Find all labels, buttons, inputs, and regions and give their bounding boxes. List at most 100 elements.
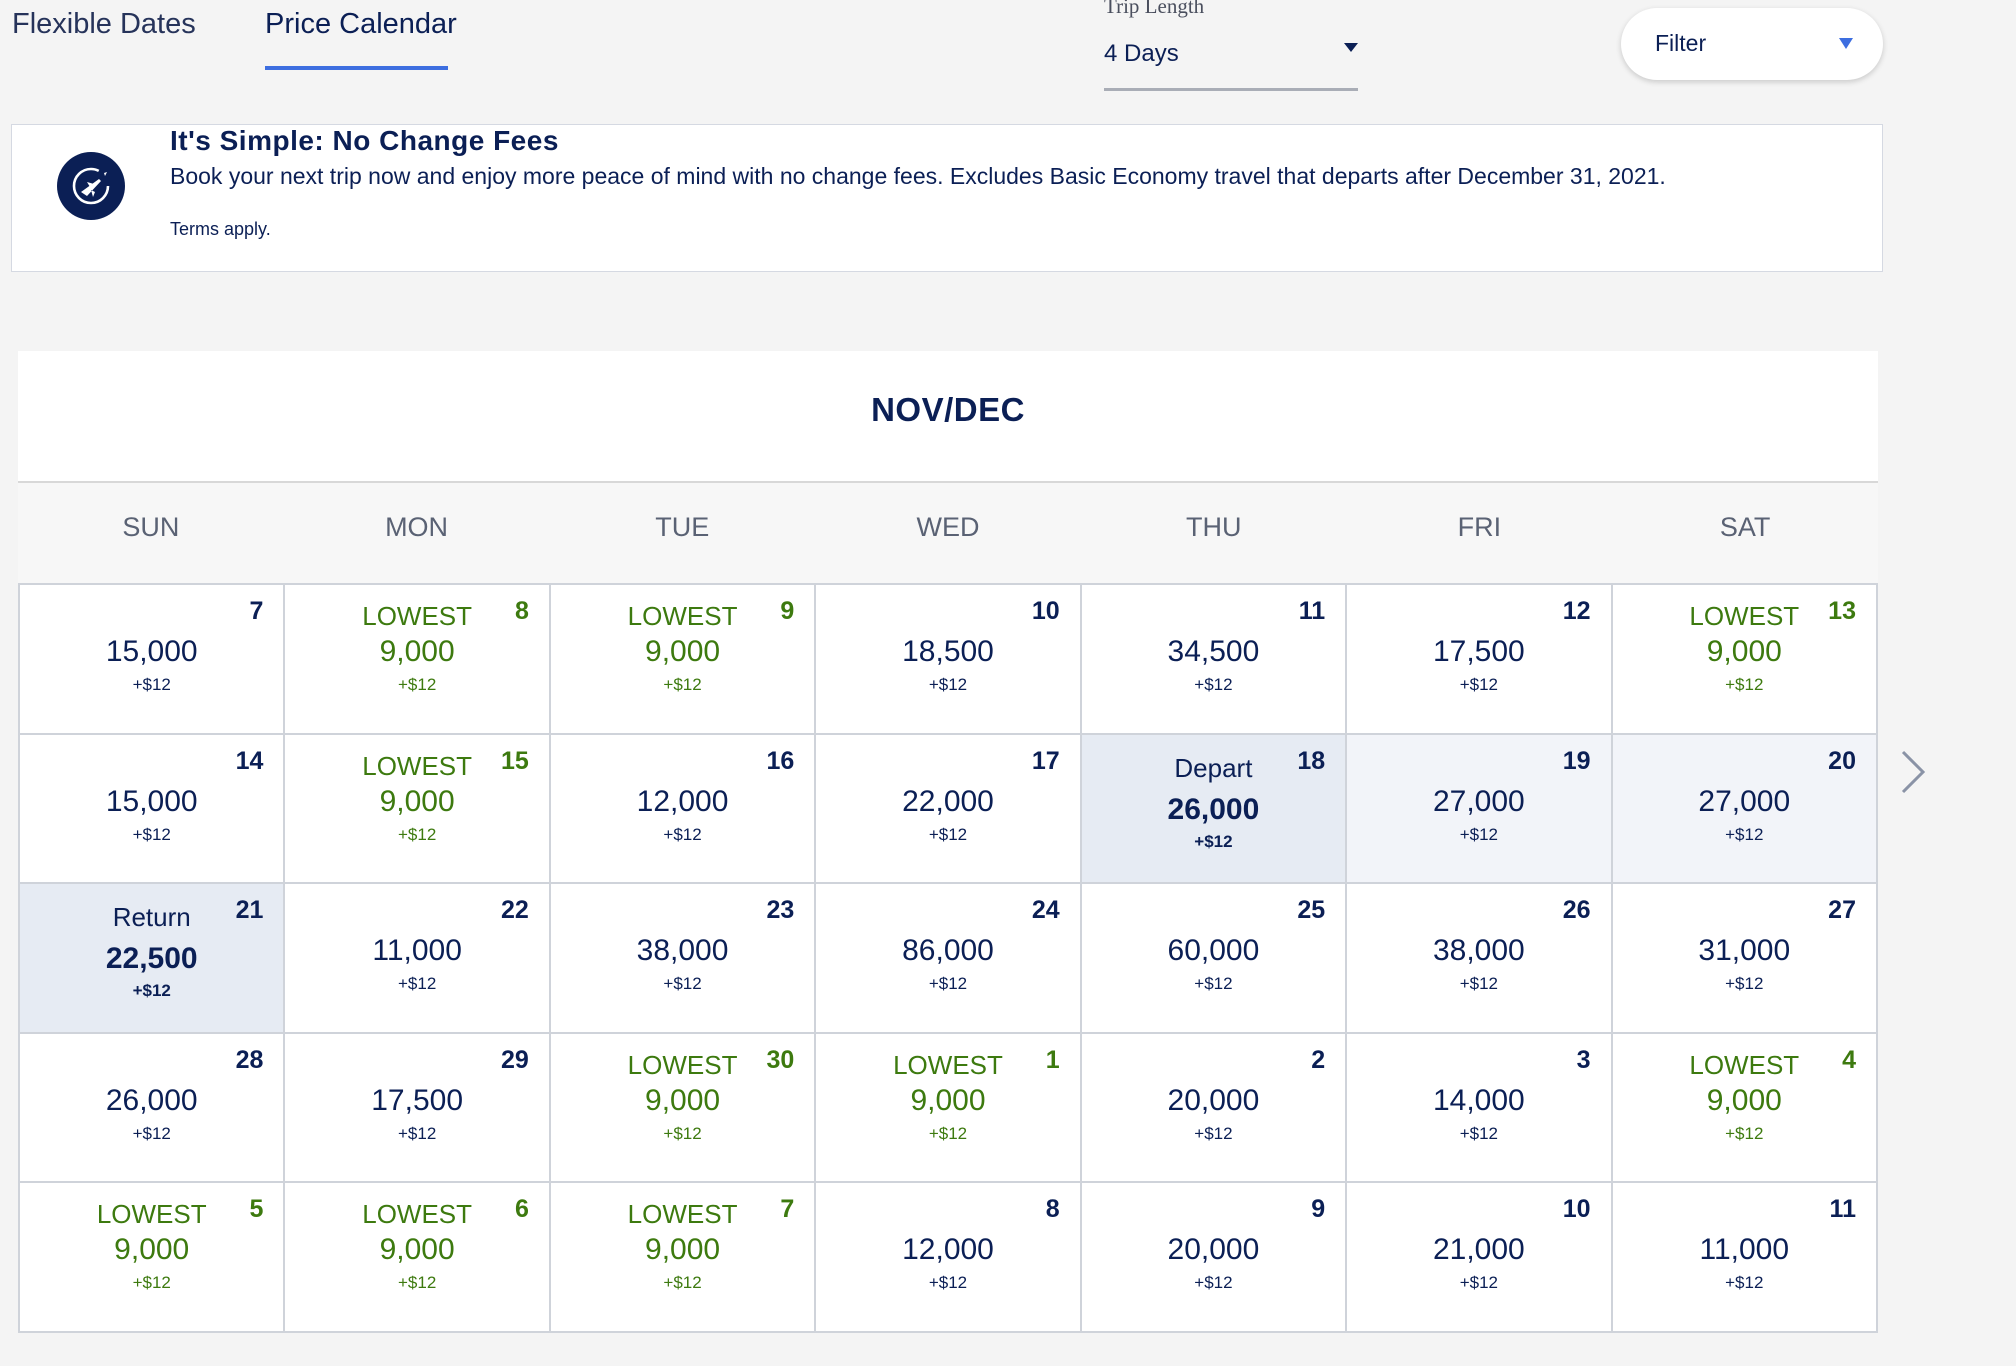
miles-price: 9,000: [379, 1233, 455, 1267]
miles-price: 12,000: [636, 784, 729, 818]
fee-amount: +$12: [663, 675, 702, 694]
calendar-day-cell[interactable]: 20 27,000 +$12: [1612, 734, 1878, 885]
calendar-day-cell[interactable]: 29 17,500 +$12: [285, 1033, 551, 1184]
day-number: 2: [1311, 1045, 1326, 1074]
fee-amount: +$12: [132, 981, 171, 1001]
calendar-day-cell[interactable]: 2 20,000 +$12: [1081, 1033, 1348, 1184]
calendar-day-cell[interactable]: 18 Depart 26,000 +$12: [1081, 734, 1348, 885]
month-title: NOV/DEC: [871, 391, 1025, 428]
miles-price: 11,000: [1699, 1233, 1790, 1267]
miles-price: 12,000: [902, 1233, 994, 1267]
fee-amount: +$12: [397, 824, 437, 844]
day-number: 29: [501, 1045, 529, 1074]
fee-amount: +$12: [663, 1273, 702, 1293]
calendar-day-cell[interactable]: 12 17,500 +$12: [1347, 585, 1613, 735]
calendar-grid: 7 15,000 +$12 8 LOWEST 9,000 +$12 9 LOWEST 9,000 +…: [18, 583, 1878, 1333]
calendar-day-cell[interactable]: 24 86,000 +$12: [816, 884, 1082, 1034]
day-number: 17: [1031, 746, 1060, 775]
lowest-label: LOWEST: [1689, 601, 1800, 631]
miles-price: 34,500: [1167, 635, 1260, 668]
price-calendar: NOV/DEC SUN MON TUE WED THU FRI SAT 7 15,…: [18, 351, 1878, 1333]
fee-amount: +$12: [663, 974, 702, 994]
calendar-day-cell[interactable]: 8 LOWEST 9,000 +$12: [285, 585, 551, 735]
miles-price: 17,500: [1432, 635, 1525, 668]
trip-length-select[interactable]: 4 Days: [1104, 26, 1358, 91]
calendar-day-cell[interactable]: 3 14,000 +$12: [1347, 1033, 1613, 1184]
filter-button[interactable]: Filter: [1621, 8, 1883, 80]
fee-amount: +$12: [1459, 1123, 1498, 1143]
calendar-day-cell[interactable]: 11 34,500 +$12: [1081, 585, 1348, 735]
miles-price: 26,000: [1167, 792, 1260, 826]
day-number: 7: [249, 597, 264, 625]
calendar-day-cell[interactable]: 23 38,000 +$12: [550, 884, 817, 1034]
day-number: 6: [514, 1195, 529, 1224]
day-number: 14: [235, 746, 264, 775]
calendar-day-cell[interactable]: 14 15,000 +$12: [20, 734, 286, 885]
miles-price: 14,000: [1432, 1083, 1525, 1117]
miles-price: 22,000: [902, 784, 994, 818]
calendar-day-cell[interactable]: 22 11,000 +$12: [285, 884, 551, 1034]
miles-price: 17,500: [371, 1083, 464, 1117]
fee-amount: +$12: [1725, 824, 1764, 844]
calendar-day-cell[interactable]: 19 27,000 +$12: [1347, 734, 1613, 885]
next-month-button[interactable]: [1895, 748, 1931, 796]
calendar-day-cell[interactable]: 15 LOWEST 9,000 +$12: [285, 734, 551, 885]
calendar-day-cell[interactable]: 4 LOWEST 9,000 +$12: [1612, 1033, 1878, 1184]
tab-price-calendar[interactable]: Price Calendar: [265, 8, 457, 40]
day-number: 18: [1297, 746, 1326, 775]
calendar-day-cell[interactable]: 10 18,500 +$12: [816, 585, 1082, 735]
day-number: 10: [1562, 1195, 1591, 1224]
day-number: 8: [514, 597, 529, 625]
miles-price: 86,000: [902, 934, 994, 968]
calendar-day-cell[interactable]: 9 20,000 +$12: [1081, 1183, 1348, 1333]
calendar-day-cell[interactable]: 5 LOWEST 9,000 +$12: [20, 1183, 286, 1333]
miles-price: 15,000: [105, 784, 198, 818]
calendar-day-cell[interactable]: 9 LOWEST 9,000 +$12: [550, 585, 817, 735]
miles-price: 27,000: [1432, 784, 1525, 818]
calendar-day-cell[interactable]: 27 31,000 +$12: [1612, 884, 1878, 1034]
fee-amount: +$12: [928, 1273, 968, 1293]
fee-amount: +$12: [1194, 831, 1233, 851]
lowest-label: LOWEST: [627, 601, 738, 631]
calendar-day-cell[interactable]: 7 15,000 +$12: [20, 585, 286, 735]
calendar-day-cell[interactable]: 13 LOWEST 9,000 +$12: [1612, 585, 1878, 735]
day-number: 11: [1829, 1195, 1856, 1224]
day-number: 23: [766, 896, 795, 925]
calendar-day-cell[interactable]: 25 60,000 +$12: [1081, 884, 1348, 1034]
calendar-day-cell[interactable]: 17 22,000 +$12: [816, 734, 1082, 885]
calendar-day-cell[interactable]: 21 Return 22,500 +$12: [20, 884, 286, 1034]
caret-down-icon: [1839, 38, 1853, 49]
calendar-day-cell[interactable]: 11 11,000 +$12: [1612, 1183, 1878, 1333]
day-number: 7: [780, 1195, 795, 1224]
banner-body: Book your next trip now and enjoy more p…: [170, 163, 1666, 189]
day-number: 4: [1842, 1045, 1856, 1074]
calendar-day-cell[interactable]: 10 21,000 +$12: [1347, 1183, 1613, 1333]
fee-amount: +$12: [1194, 1123, 1233, 1143]
day-number: 11: [1298, 597, 1326, 625]
fee-amount: +$12: [1194, 675, 1233, 694]
miles-price: 21,000: [1432, 1233, 1525, 1267]
calendar-day-cell[interactable]: 28 26,000 +$12: [20, 1033, 286, 1184]
tab-flexible-dates[interactable]: Flexible Dates: [12, 8, 196, 40]
caret-down-icon: [1344, 43, 1358, 52]
miles-price: 26,000: [105, 1083, 198, 1117]
calendar-day-cell[interactable]: 16 12,000 +$12: [550, 734, 817, 885]
miles-price: 27,000: [1698, 784, 1791, 818]
calendar-day-cell[interactable]: 8 12,000 +$12: [816, 1183, 1082, 1333]
calendar-day-cell[interactable]: 30 LOWEST 9,000 +$12: [550, 1033, 817, 1184]
day-number: 5: [249, 1195, 264, 1224]
terms-link[interactable]: Terms apply.: [170, 219, 271, 239]
calendar-day-cell[interactable]: 1 LOWEST 9,000 +$12: [816, 1033, 1082, 1184]
weekday-label: FRI: [1457, 512, 1502, 542]
day-number: 12: [1562, 597, 1591, 625]
lowest-label: LOWEST: [893, 1049, 1003, 1080]
calendar-day-cell[interactable]: 6 LOWEST 9,000 +$12: [285, 1183, 551, 1333]
miles-price: 60,000: [1167, 934, 1260, 968]
fee-amount: +$12: [928, 1123, 968, 1143]
miles-price: 22,500: [105, 942, 198, 976]
calendar-day-cell[interactable]: 26 38,000 +$12: [1347, 884, 1613, 1034]
fee-amount: +$12: [1725, 1273, 1764, 1293]
calendar-day-cell[interactable]: 7 LOWEST 9,000 +$12: [550, 1183, 817, 1333]
miles-price: 15,000: [105, 635, 198, 668]
lowest-label: LOWEST: [362, 750, 473, 781]
